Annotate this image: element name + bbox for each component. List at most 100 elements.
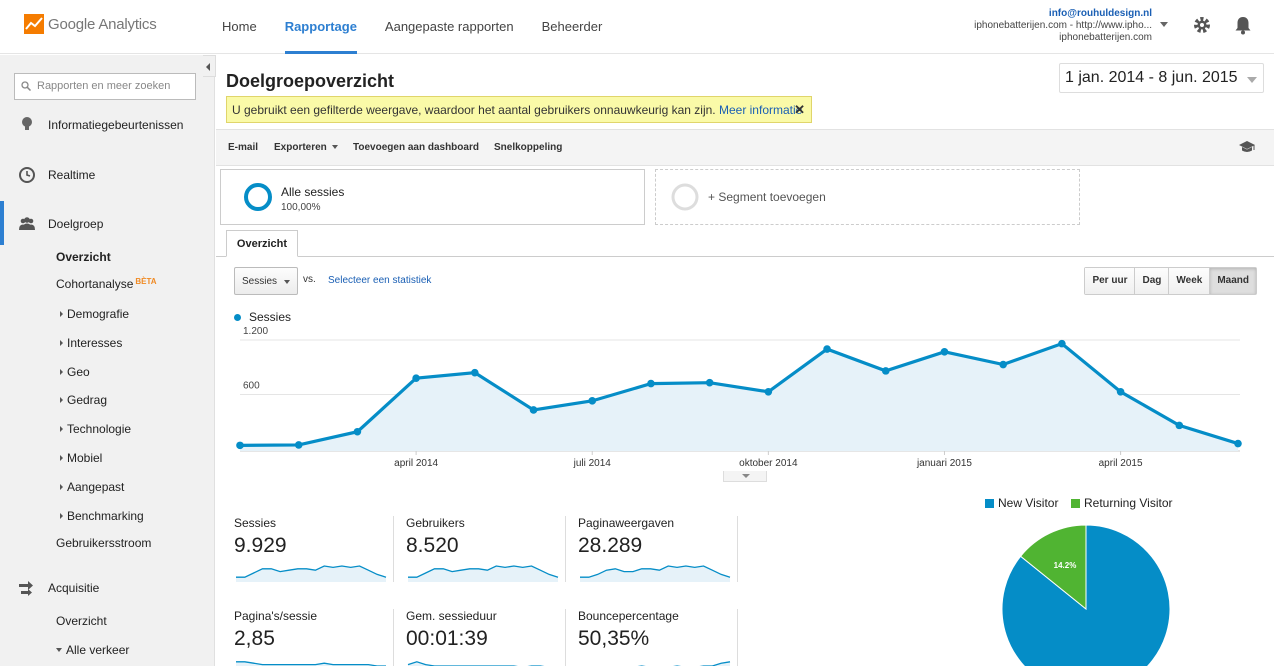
period-day-button[interactable]: Dag [1134,268,1169,294]
data-point [294,441,303,449]
nav-admin[interactable]: Beheerder [541,19,603,34]
logo-text: Google [48,15,96,33]
sidebar-item-interests[interactable]: Interesses [60,336,122,350]
kpi-pageviews[interactable]: Paginaweergaven 28.289 [578,516,738,582]
sidebar-item-realtime[interactable]: Realtime [0,160,214,190]
nav-rapportage[interactable]: Rapportage [271,0,371,54]
collapse-sidebar-button[interactable] [203,55,216,77]
pie-legend-returning[interactable]: Returning Visitor [1071,496,1173,510]
kpi-sessions[interactable]: Sessies 9.929 [234,516,394,582]
data-point [412,374,420,382]
nav-home[interactable]: Home [222,19,257,34]
add-segment-button[interactable]: + Segment toevoegen [655,169,1080,225]
kpi-avg-session-duration[interactable]: Gem. sessieduur 00:01:39 [406,609,566,666]
metric-select[interactable]: Sessies [234,267,298,295]
sidebar-item-technology[interactable]: Technologie [60,422,131,436]
pie-legend-new[interactable]: New Visitor [985,496,1058,510]
tab-overview[interactable]: Overzicht [226,230,298,257]
sidebar-item-cohort[interactable]: Cohortanalyse BÈTA [56,277,157,291]
add-segment-label: + Segment toevoegen [708,190,826,204]
date-range-picker[interactable]: 1 jan. 2014 - 8 jun. 2015 [1059,63,1264,93]
account-property: iphonebatterijen.com - http://www.ipho..… [974,20,1152,31]
data-point [1116,387,1125,396]
sparkline [236,565,387,582]
nav-custom-reports[interactable]: Aangepaste rapporten [384,19,514,34]
sidebar-item-benchmarking[interactable]: Benchmarking [60,509,144,523]
more-info-link[interactable]: Meer informatie [718,103,803,117]
sidebar-label: Acquisitie [48,581,100,595]
account-view: iphonebatterijen.com [1059,32,1152,43]
sidebar-item-custom[interactable]: Aangepast [60,480,124,494]
analytics-logo-icon [24,14,44,34]
main-content: Doelgroepoverzicht 1 jan. 2014 - 8 jun. … [216,55,1274,666]
period-month-button[interactable]: Maand [1209,268,1256,294]
email-button[interactable]: E-mail [228,142,259,153]
kpi-label: Sessies [234,516,277,530]
data-point [529,406,538,414]
visitor-type-pie-chart[interactable]: 14.2% [996,525,1196,666]
series-area [240,343,1238,451]
add-to-dashboard-button[interactable]: Toevoegen aan dashboard [353,142,479,153]
sparkline-line [407,661,545,666]
google-analytics-logo[interactable]: Google Analytics [24,14,157,34]
vs-label: vs. [303,274,316,285]
warning-text: U gebruikt een gefilterde weergave, waar… [232,103,716,117]
sidebar-label: Realtime [48,168,96,182]
report-search-input[interactable]: Rapporten en meer zoeken [14,73,196,100]
page-title: Doelgroepoverzicht [226,71,395,91]
legend-label: Sessies [249,310,292,324]
data-point [236,441,244,450]
graduation-cap-icon[interactable] [1238,140,1256,154]
sessions-line-chart[interactable]: 1.200 600 april 2014 juli 2014 oktober 2014 j… [216,325,1274,475]
sparkline [637,661,731,666]
sparkline-line [637,661,731,666]
kpi-value: 00:01:39 [406,627,488,650]
top-nav: Home Rapportage Aangepaste rapporten Beh… [208,0,616,54]
sparkline-line [408,565,559,578]
expand-chart-handle[interactable] [723,471,767,482]
segment-percentage: 100,00% [281,202,321,213]
kpi-pages-per-session[interactable]: Pagina's/sessie 2,85 [234,609,394,666]
segment-ring-icon [244,183,272,211]
data-point [999,360,1007,369]
sidebar-item-info-events[interactable]: Informatiegebeurtenissen [0,110,214,140]
sidebar-item-geo[interactable]: Geo [60,365,90,379]
period-week-button[interactable]: Week [1168,268,1210,294]
sidebar-label: Doelgroep [48,217,104,231]
lightbulb-icon [22,117,32,130]
sidebar-item-acq-overview[interactable]: Overzicht [56,614,107,628]
close-icon[interactable]: ✕ [794,102,805,117]
acquisition-arrows-icon [19,581,33,596]
kpi-bounce-rate[interactable]: Bouncepercentage 50,35% [578,609,738,666]
kpi-label: Gebruikers [406,516,465,530]
sidebar-item-demographics[interactable]: Demografie [60,307,129,321]
sidebar-item-overview[interactable]: Overzicht [56,250,111,264]
select-metric-link[interactable]: Selecteer een statistiek [328,275,432,286]
sidebar-item-audience[interactable]: Doelgroep [0,201,214,245]
sparkline-line [236,661,386,666]
sidebar-item-all-traffic[interactable]: Alle verkeer [56,643,129,657]
sidebar-item-user-flow[interactable]: Gebruikersstroom [56,536,152,550]
sidebar-item-mobile[interactable]: Mobiel [60,451,102,465]
sidebar-label: Informatiegebeurtenissen [48,118,184,132]
data-point [588,397,597,405]
account-caret-icon[interactable] [1160,22,1168,27]
x-tick-label: april 2015 [1099,458,1143,469]
x-tick-label: juli 2014 [573,458,612,469]
series-line [239,341,1239,447]
kpi-users[interactable]: Gebruikers 8.520 [406,516,566,582]
sidebar-item-acquisition[interactable]: Acquisitie [0,573,214,603]
data-point [647,379,655,388]
gear-icon[interactable] [1191,14,1213,36]
kpi-label: Bouncepercentage [578,609,679,623]
period-hourly-button[interactable]: Per uur [1085,268,1135,294]
sidebar-item-behavior[interactable]: Gedrag [60,393,107,407]
segment-all-sessions[interactable]: Alle sessies 100,00% [220,169,645,225]
account-selector[interactable]: info@rouhuldesign.nl iphonebatterijen.co… [974,8,1152,44]
bell-icon[interactable] [1232,14,1254,36]
data-point [1058,339,1066,348]
export-button[interactable]: Exporteren [274,142,338,153]
data-point [940,348,949,356]
shortcut-button[interactable]: Snelkoppeling [494,142,563,153]
kpi-label: Pagina's/sessie [234,609,318,623]
